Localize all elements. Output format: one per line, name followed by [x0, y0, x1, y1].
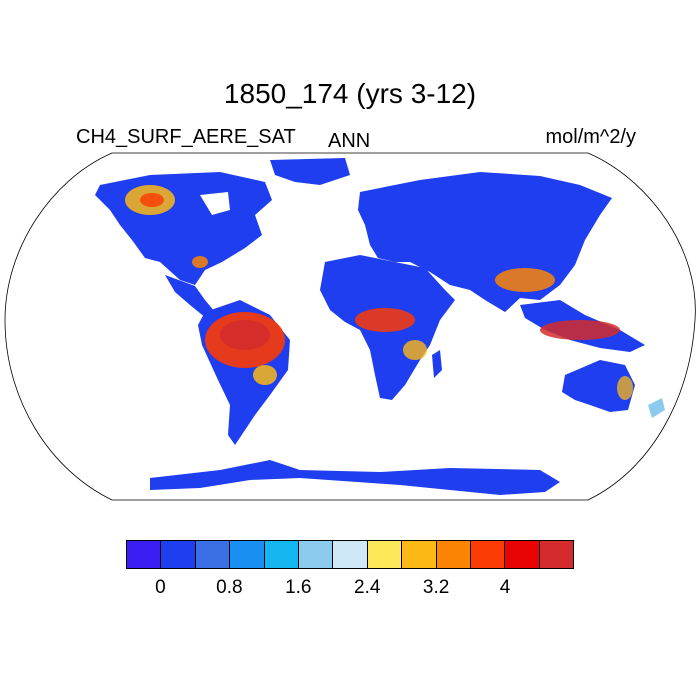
colorbar-swatch: [230, 541, 265, 568]
colorbar-tick-label: 2.4: [354, 577, 381, 598]
hotspot-africa-south: [403, 340, 427, 360]
hotspot-indonesia: [540, 320, 620, 340]
colorbar-swatch: [298, 541, 334, 568]
season-label: ANN: [328, 130, 371, 152]
land-central-america: [165, 275, 215, 318]
chart-title: 1850_174 (yrs 3-12): [223, 78, 477, 109]
hotspot-brazil-east: [253, 365, 277, 385]
colorbar: [126, 540, 574, 569]
hotspot-us-southeast: [192, 256, 208, 268]
colorbar-swatch: [127, 541, 162, 568]
colorbar-swatch: [333, 541, 368, 568]
colorbar-swatch: [402, 541, 437, 568]
colorbar-swatch: [195, 541, 231, 568]
colorbar-tick-label: 0.8: [216, 577, 243, 598]
hudson-bay: [200, 192, 230, 215]
colorbar-tick-label: 0: [155, 577, 166, 598]
variable-label: CH4_SURF_AERE_SAT: [76, 126, 296, 148]
hotspot-congo: [355, 308, 415, 332]
hotspot-amazon-core: [220, 320, 270, 350]
colorbar-tick-label: 3.2: [422, 577, 450, 598]
land-australia: [562, 360, 635, 412]
colorbar-swatch: [367, 541, 403, 568]
land-arctic: [270, 158, 350, 185]
colorbar-swatch: [436, 541, 471, 568]
land-madagascar: [432, 350, 442, 378]
hotspot-australia-east: [617, 376, 633, 400]
hotspot-india-seasia: [495, 268, 555, 292]
colorbar-swatch: [470, 541, 506, 568]
colorbar-swatch: [539, 541, 574, 568]
colorbar-swatch: [161, 541, 196, 568]
colorbar-swatch: [264, 541, 299, 568]
colorbar-tick-label: 1.6: [285, 577, 312, 598]
land-antarctica: [150, 460, 560, 495]
land-new-zealand: [648, 398, 665, 418]
units-label: mol/m^2/y: [545, 126, 636, 148]
hotspot-canada-core: [140, 193, 164, 207]
colorbar-swatch: [505, 541, 540, 568]
colorbar-tick-label: 4: [499, 577, 511, 598]
